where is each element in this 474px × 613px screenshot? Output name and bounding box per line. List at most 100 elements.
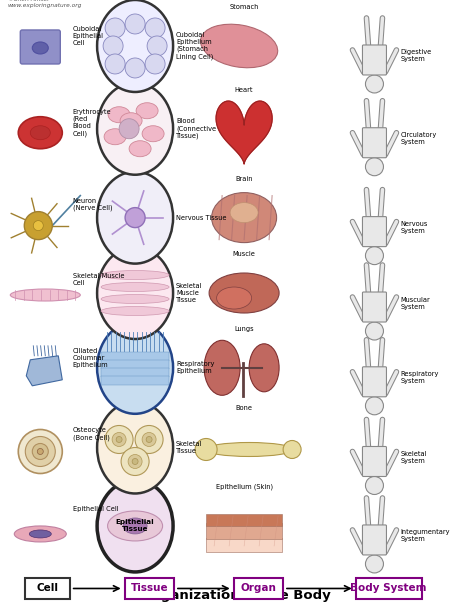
FancyBboxPatch shape — [363, 45, 386, 75]
FancyBboxPatch shape — [234, 578, 283, 599]
Text: ©Sheri Amsel
www.exploringnature.org: ©Sheri Amsel www.exploringnature.org — [8, 0, 82, 8]
Text: Neuron
(Nerve Cell): Neuron (Nerve Cell) — [73, 197, 112, 211]
Circle shape — [365, 158, 383, 176]
Ellipse shape — [108, 107, 130, 123]
Circle shape — [105, 425, 133, 454]
Circle shape — [24, 211, 52, 240]
Ellipse shape — [205, 443, 293, 457]
Ellipse shape — [18, 116, 62, 149]
Ellipse shape — [101, 306, 169, 316]
Ellipse shape — [123, 518, 147, 534]
Text: Respiratory
Epithelium: Respiratory Epithelium — [176, 361, 214, 375]
Circle shape — [195, 438, 217, 460]
Text: Skeletal
System: Skeletal System — [401, 451, 427, 464]
Circle shape — [145, 54, 165, 74]
Bar — [101, 360, 169, 369]
Circle shape — [33, 221, 43, 230]
Ellipse shape — [101, 270, 169, 280]
FancyBboxPatch shape — [356, 578, 422, 599]
FancyBboxPatch shape — [25, 578, 70, 599]
Ellipse shape — [97, 172, 173, 264]
Ellipse shape — [97, 402, 173, 493]
FancyBboxPatch shape — [363, 367, 386, 397]
Ellipse shape — [97, 247, 173, 339]
Circle shape — [365, 397, 383, 415]
Circle shape — [132, 459, 138, 465]
Circle shape — [365, 476, 383, 495]
Ellipse shape — [101, 294, 169, 303]
FancyBboxPatch shape — [363, 525, 386, 555]
Text: Cuboidal
Epithelial
Cell: Cuboidal Epithelial Cell — [73, 26, 103, 46]
Text: Digestive
System: Digestive System — [401, 50, 432, 63]
Circle shape — [112, 433, 126, 446]
Ellipse shape — [249, 344, 279, 392]
Polygon shape — [26, 356, 62, 386]
Ellipse shape — [209, 273, 279, 313]
Circle shape — [105, 54, 125, 74]
Text: Bone: Bone — [236, 405, 253, 411]
Text: Circulatory
System: Circulatory System — [401, 132, 437, 145]
Circle shape — [365, 246, 383, 265]
Ellipse shape — [104, 129, 126, 145]
Text: Epithelial
Tissue: Epithelial Tissue — [116, 519, 155, 533]
Circle shape — [128, 454, 142, 468]
Ellipse shape — [217, 287, 252, 309]
Circle shape — [116, 436, 122, 443]
Circle shape — [146, 436, 152, 443]
Text: Skeletal
Tissue: Skeletal Tissue — [176, 441, 202, 454]
Ellipse shape — [29, 530, 51, 538]
Bar — [206, 514, 282, 526]
Text: Body System: Body System — [350, 584, 427, 593]
Ellipse shape — [97, 83, 173, 175]
Circle shape — [365, 555, 383, 573]
Ellipse shape — [129, 141, 151, 157]
Text: Respiratory
System: Respiratory System — [401, 371, 439, 384]
Circle shape — [32, 443, 48, 460]
Circle shape — [25, 436, 55, 466]
Text: Stomach: Stomach — [229, 4, 259, 10]
Circle shape — [283, 441, 301, 459]
Text: Skeletal Muscle
Cell: Skeletal Muscle Cell — [73, 273, 124, 286]
Circle shape — [145, 18, 165, 38]
Ellipse shape — [204, 340, 240, 395]
Ellipse shape — [97, 322, 173, 414]
Circle shape — [125, 208, 145, 227]
Circle shape — [37, 449, 43, 454]
Circle shape — [142, 433, 156, 446]
Bar — [206, 523, 282, 539]
Circle shape — [365, 322, 383, 340]
Ellipse shape — [32, 42, 48, 54]
Text: Integumentary
System: Integumentary System — [401, 530, 450, 543]
Ellipse shape — [10, 289, 80, 301]
Text: Nervous
System: Nervous System — [401, 221, 428, 234]
Bar — [101, 376, 169, 385]
Circle shape — [18, 430, 62, 473]
Text: Lungs: Lungs — [234, 326, 254, 332]
Ellipse shape — [14, 526, 66, 542]
Text: Organ: Organ — [240, 584, 276, 593]
Circle shape — [125, 14, 145, 34]
Text: Muscular
System: Muscular System — [401, 297, 430, 310]
Ellipse shape — [211, 192, 277, 243]
Bar — [206, 538, 282, 552]
FancyBboxPatch shape — [363, 446, 386, 476]
Ellipse shape — [136, 103, 158, 119]
FancyBboxPatch shape — [20, 30, 60, 64]
Circle shape — [125, 58, 145, 78]
Text: Tissue: Tissue — [130, 584, 168, 593]
Text: Skeletal
Muscle
Tissue: Skeletal Muscle Tissue — [176, 283, 202, 303]
Text: Cuboidal
Epithelium
(Stomach
Lining Cell): Cuboidal Epithelium (Stomach Lining Cell… — [176, 32, 213, 60]
Circle shape — [147, 36, 167, 56]
Circle shape — [103, 36, 123, 56]
Circle shape — [135, 425, 163, 454]
Text: Ciliated
Columnar
Epithelium: Ciliated Columnar Epithelium — [73, 348, 108, 368]
Ellipse shape — [108, 511, 163, 541]
Text: Brain: Brain — [236, 175, 253, 181]
Ellipse shape — [120, 113, 142, 129]
Text: Epithelial Cell: Epithelial Cell — [73, 506, 118, 512]
Text: Osteocyte
(Bone Cell): Osteocyte (Bone Cell) — [73, 427, 109, 441]
Text: Epithelium (Skin): Epithelium (Skin) — [216, 484, 273, 490]
Ellipse shape — [97, 480, 173, 572]
FancyBboxPatch shape — [363, 292, 386, 322]
Text: Cell: Cell — [36, 584, 58, 593]
